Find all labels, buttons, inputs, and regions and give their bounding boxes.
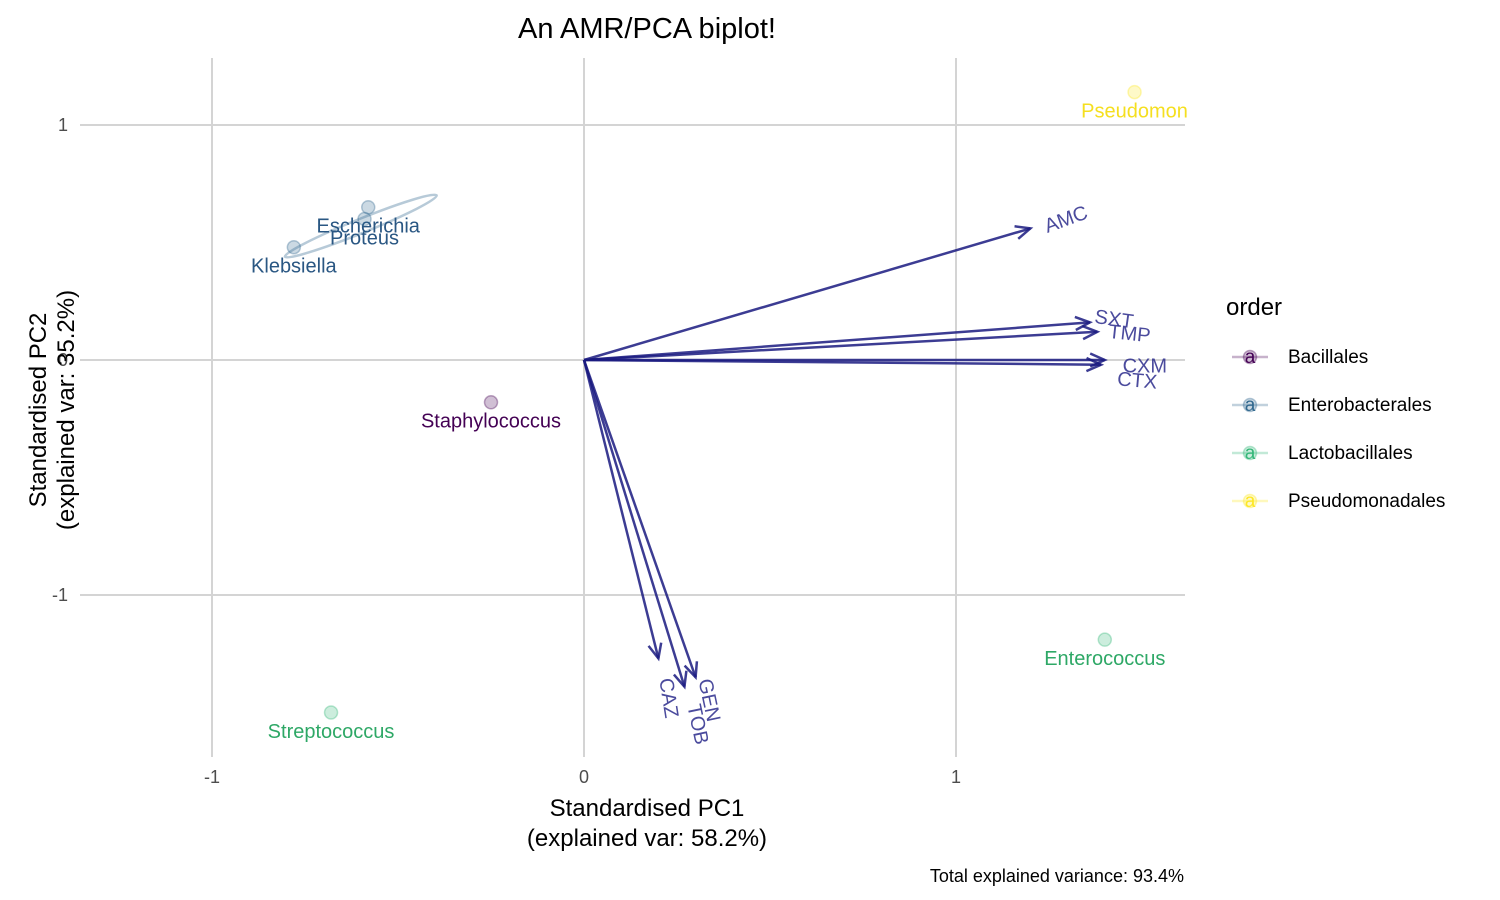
- loading-arrow-caz: CAZ: [582, 359, 682, 720]
- x-tick-label: -1: [204, 767, 220, 787]
- point-klebsiella: Klebsiella: [251, 239, 338, 277]
- x-axis-title-line1: Standardised PC1: [550, 795, 745, 822]
- legend-key-glyph: a: [1245, 443, 1256, 464]
- point-marker: [483, 395, 499, 410]
- legend-entries: a Bacillales a Enterobacterales a Lactobacill…: [1232, 347, 1445, 512]
- point-marker: [323, 705, 339, 720]
- legend-label: Enterobacterales: [1288, 395, 1432, 416]
- chart-title: An AMR/PCA biplot!: [518, 13, 776, 45]
- legend-key-point: [1242, 349, 1258, 365]
- arrow-head: [1081, 324, 1101, 341]
- arrow-label-tmp: TMP: [1107, 321, 1151, 347]
- legend-label: Pseudomonadales: [1288, 491, 1445, 512]
- arrow-shaft: [582, 359, 686, 688]
- arrow-shaft: [583, 358, 1102, 366]
- loading-arrow-gen: GEN: [582, 359, 724, 724]
- legend-label: Lactobacillales: [1288, 443, 1413, 464]
- legend-title: order: [1226, 294, 1282, 321]
- arrow-head: [683, 661, 699, 681]
- arrow-head: [1085, 356, 1105, 373]
- point-label: Staphylococcus: [421, 411, 561, 433]
- legend-entry-lactobacillales: a Lactobacillales: [1232, 443, 1413, 464]
- point-pseudomon: Pseudomon: [1081, 84, 1188, 122]
- y-axis-title-line2: (explained var: 35.2%): [53, 290, 80, 530]
- axis-ticks: -1 0 1 1 0 -1: [52, 115, 961, 787]
- arrow-head: [1014, 225, 1034, 240]
- legend-key-point: [1242, 445, 1258, 461]
- legend-entry-pseudomonadales: a Pseudomonadales: [1232, 491, 1445, 512]
- point-staphylococcus: Staphylococcus: [421, 395, 561, 433]
- point-label: Proteus: [330, 227, 399, 249]
- point-streptococcus: Streptococcus: [268, 705, 395, 743]
- x-tick-label: 1: [951, 767, 961, 787]
- loading-arrow-tmp: TMP: [583, 321, 1152, 362]
- point-escherichia: Escherichia: [317, 200, 421, 238]
- point-enterococcus: Enterococcus: [1044, 632, 1165, 670]
- y-tick-label: 0: [58, 350, 68, 370]
- point-label: Klebsiella: [251, 255, 337, 277]
- loading-arrow-sxt: SXT: [583, 306, 1135, 362]
- arrow-shaft: [583, 227, 1031, 362]
- point-marker: [357, 211, 372, 227]
- point-marker: [360, 200, 376, 215]
- x-tick-label: 0: [579, 767, 589, 787]
- legend-entry-enterobacterales: a Enterobacterales: [1232, 395, 1432, 416]
- y-axis-title: Standardised PC2 (explained var: 35.2%): [25, 290, 80, 530]
- arrow-head: [1074, 315, 1093, 332]
- y-tick-label: 1: [58, 115, 68, 135]
- arrow-shaft: [583, 330, 1098, 362]
- point-marker: [286, 239, 302, 255]
- legend-entry-bacillales: a Bacillales: [1232, 347, 1368, 368]
- legend-key-point: [1242, 493, 1258, 509]
- legend-key-glyph: a: [1245, 395, 1256, 416]
- point-proteus: Proteus: [330, 211, 399, 249]
- group-ellipses: [283, 193, 438, 259]
- arrow-shaft: [583, 321, 1091, 362]
- arrow-head: [672, 670, 688, 690]
- point-label: Escherichia: [317, 216, 421, 238]
- chart-caption: Total explained variance: 93.4%: [930, 866, 1184, 886]
- arrow-head: [647, 642, 663, 662]
- point-label: Enterococcus: [1044, 648, 1165, 670]
- x-axis-title-line2: (explained var: 58.2%): [527, 825, 767, 852]
- arrow-label-amc: AMC: [1042, 202, 1091, 238]
- arrow-label-caz: CAZ: [654, 677, 682, 720]
- arrow-label-cxm: CXM: [1123, 355, 1167, 377]
- ellipse-enterobacterales: [283, 193, 438, 259]
- legend-label: Bacillales: [1288, 347, 1368, 368]
- y-axis-title-line1: Standardised PC2: [25, 313, 52, 508]
- legend-key-glyph: a: [1245, 491, 1256, 512]
- legend: order a Bacillales a Enterobacterales a Lacto…: [1226, 294, 1445, 512]
- arrow-shaft: [582, 359, 660, 659]
- point-marker: [1127, 84, 1142, 100]
- legend-key-point: [1242, 397, 1258, 413]
- point-label: Pseudomon: [1081, 100, 1188, 122]
- point-marker: [1097, 632, 1113, 647]
- y-tick-label: -1: [52, 585, 68, 605]
- arrow-shaft: [582, 359, 697, 678]
- grid-lines: [80, 58, 1185, 757]
- point-label: Streptococcus: [268, 721, 395, 743]
- loading-arrow-ctx: CTX: [583, 356, 1158, 394]
- legend-key-glyph: a: [1245, 347, 1256, 368]
- arrow-label-ctx: CTX: [1116, 368, 1158, 393]
- arrow-label-sxt: SXT: [1093, 306, 1135, 333]
